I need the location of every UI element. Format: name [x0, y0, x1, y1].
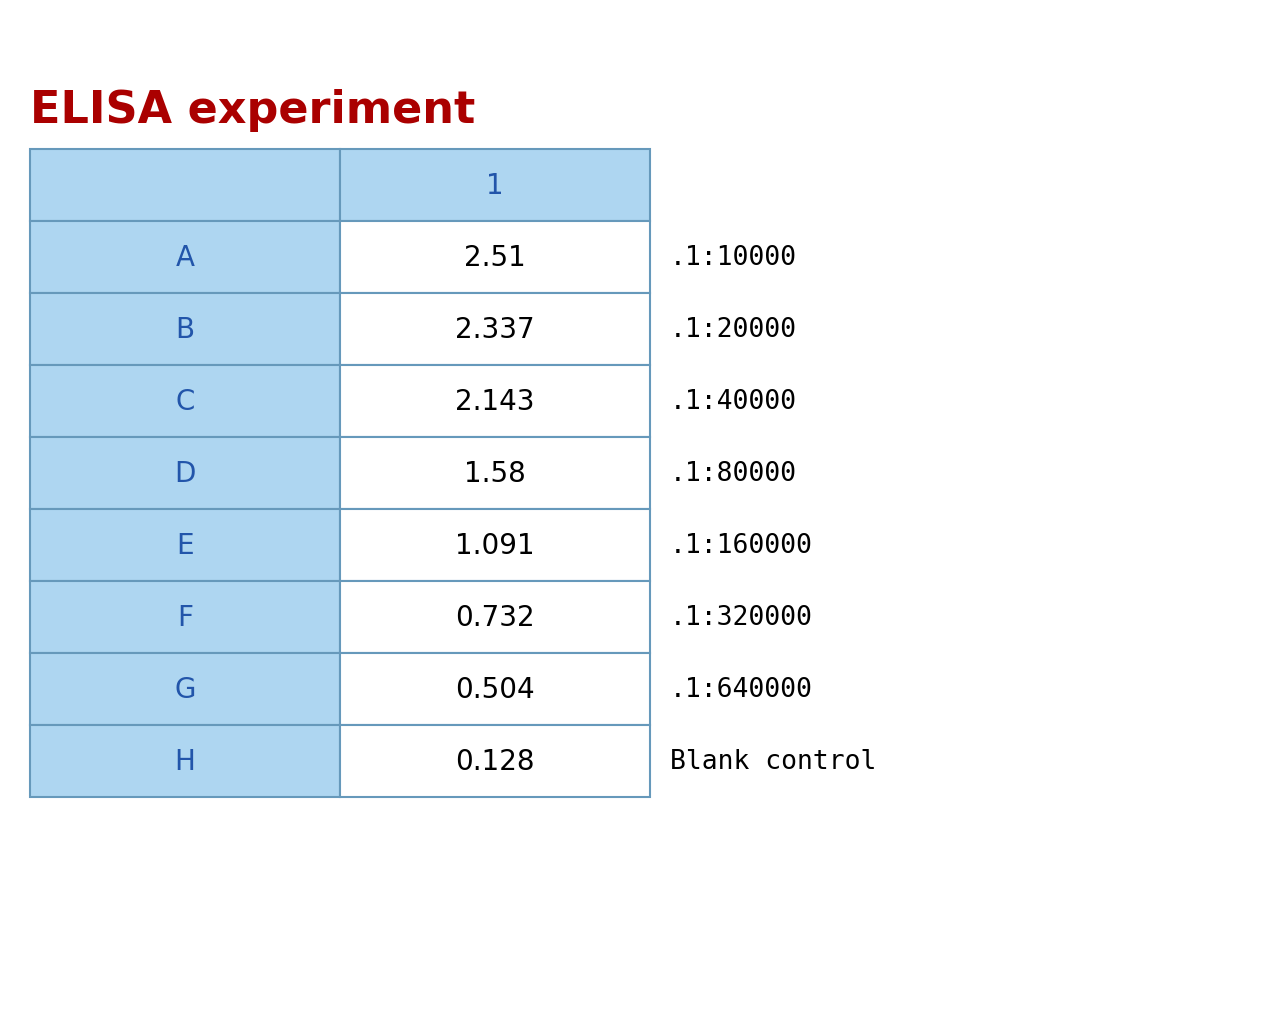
Text: H: H [174, 747, 196, 775]
Bar [29, 510, 340, 582]
Text: F: F [177, 603, 193, 632]
Text: 2.143: 2.143 [456, 387, 535, 416]
Text: .1:320000: .1:320000 [669, 604, 813, 631]
Bar [29, 150, 340, 222]
Text: 1.091: 1.091 [456, 532, 535, 559]
Bar [29, 582, 340, 653]
Text: C: C [175, 387, 195, 416]
Bar [340, 510, 650, 582]
Bar [29, 437, 340, 510]
Text: ELISA experiment: ELISA experiment [29, 89, 475, 131]
Bar [340, 582, 650, 653]
Bar [340, 293, 650, 366]
Bar [29, 293, 340, 366]
Text: .1:10000: .1:10000 [669, 245, 797, 271]
Text: B: B [175, 316, 195, 343]
Bar [29, 222, 340, 293]
Bar [340, 222, 650, 293]
Bar [340, 653, 650, 726]
Bar [340, 150, 650, 222]
Text: 0.128: 0.128 [456, 747, 535, 775]
Text: .1:20000: .1:20000 [669, 317, 797, 342]
Text: 1.58: 1.58 [465, 460, 526, 487]
Bar [29, 366, 340, 437]
Text: E: E [177, 532, 193, 559]
Bar [340, 726, 650, 797]
Text: G: G [174, 676, 196, 703]
Bar [29, 726, 340, 797]
Text: Blank control: Blank control [669, 748, 877, 774]
Text: .1:160000: .1:160000 [669, 533, 813, 558]
Text: A: A [175, 244, 195, 272]
Text: 1: 1 [486, 172, 504, 200]
Text: 2.51: 2.51 [465, 244, 526, 272]
Bar [340, 437, 650, 510]
Bar [29, 653, 340, 726]
Text: 0.732: 0.732 [456, 603, 535, 632]
Text: .1:40000: .1:40000 [669, 388, 797, 415]
Text: .1:80000: .1:80000 [669, 461, 797, 486]
Bar [340, 366, 650, 437]
Text: .1:640000: .1:640000 [669, 677, 813, 702]
Text: 2.337: 2.337 [456, 316, 535, 343]
Text: 0.504: 0.504 [456, 676, 535, 703]
Text: D: D [174, 460, 196, 487]
